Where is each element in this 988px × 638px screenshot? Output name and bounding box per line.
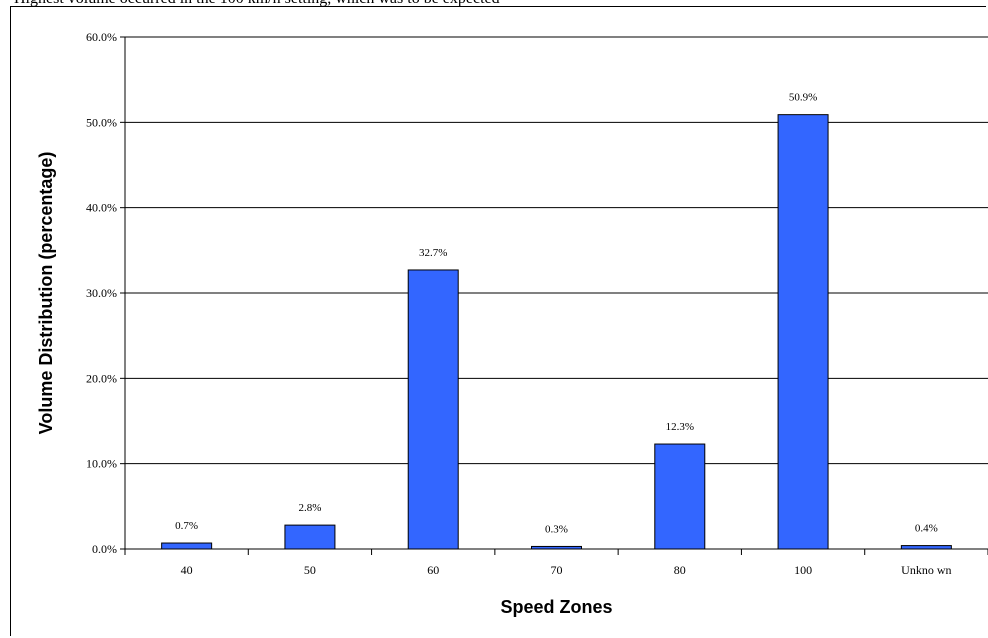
bar-100 xyxy=(777,114,829,550)
axes xyxy=(124,37,988,550)
bars xyxy=(161,114,952,550)
data-label: 12.3% xyxy=(666,421,694,433)
data-label: 0.3% xyxy=(545,523,568,535)
x-axis-ticks: 40 50 60 70 80 100 Unkno wn xyxy=(124,549,988,577)
y-tick-label: 0.0% xyxy=(92,542,117,556)
y-tick-label: 40.0% xyxy=(86,201,117,215)
y-tick-label: 10.0% xyxy=(86,457,117,471)
bar-40 xyxy=(161,542,213,550)
caption-text: Highest volume occurred in the 100 km/h … xyxy=(14,0,500,8)
data-label: 32.7% xyxy=(419,247,447,259)
y-tick-label: 30.0% xyxy=(86,286,117,300)
bar-60 xyxy=(407,269,459,550)
y-tick-label: 50.0% xyxy=(86,115,117,129)
data-label: 2.8% xyxy=(298,502,321,514)
bar-80 xyxy=(654,443,706,550)
data-label: 50.9% xyxy=(789,92,817,104)
x-tick-label: 100 xyxy=(794,563,812,577)
chart-frame xyxy=(10,6,986,636)
x-tick-label: 70 xyxy=(551,563,563,577)
x-tick-label: 50 xyxy=(304,563,316,577)
y-tick-label: 60.0% xyxy=(86,30,117,44)
data-label: 0.7% xyxy=(175,520,198,532)
y-axis-title: Volume Distribution (percentage) xyxy=(36,152,56,435)
x-tick-label: 60 xyxy=(427,563,439,577)
y-axis-ticks: 0.0% 10.0% 20.0% 30.0% 40.0% 50.0% 60.0% xyxy=(86,30,125,556)
data-labels: 0.7% 2.8% 32.7% 0.3% 12.3% 50.9% 0.4% xyxy=(175,92,938,536)
grid-lines xyxy=(125,36,988,465)
y-tick-label: 20.0% xyxy=(86,371,117,385)
x-tick-label: 40 xyxy=(181,563,193,577)
x-tick-label: Unkno wn xyxy=(901,563,951,577)
data-label: 0.4% xyxy=(915,523,938,535)
bar-50 xyxy=(284,524,336,550)
bar-unknown xyxy=(900,545,952,550)
x-tick-label: 80 xyxy=(674,563,686,577)
x-axis-title: Speed Zones xyxy=(500,597,612,617)
